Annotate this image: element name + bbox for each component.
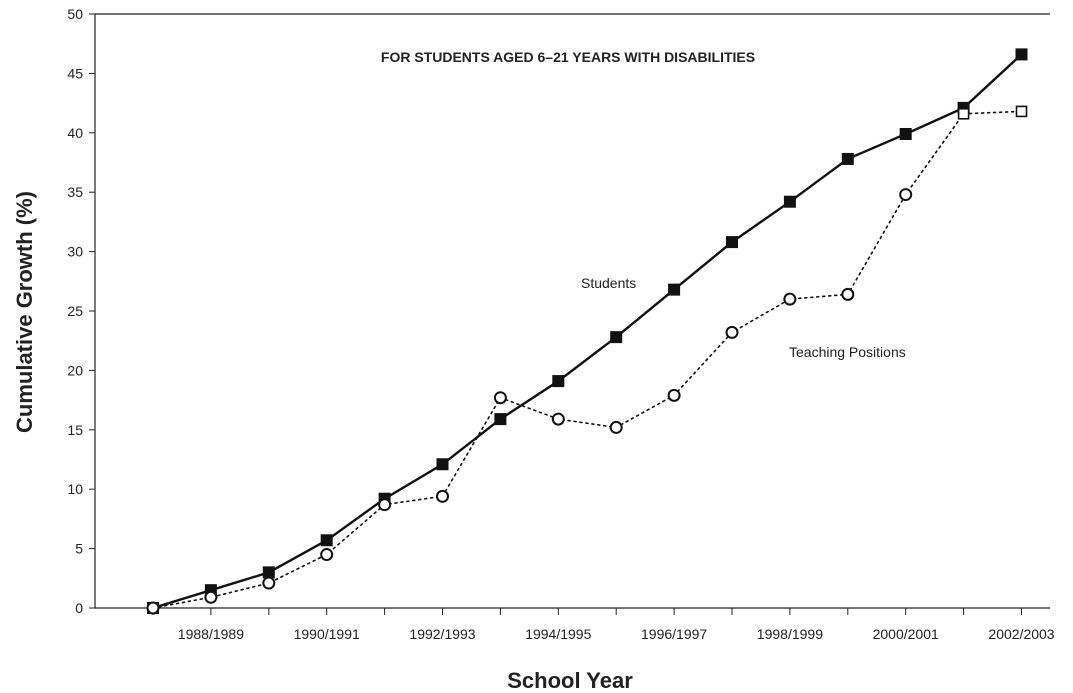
teaching-positions-point [841, 287, 855, 301]
y-tick-label: 35 [67, 184, 83, 200]
x-tick-label: 1998/1999 [757, 626, 823, 642]
y-tick-label: 25 [67, 303, 83, 319]
teaching-positions-annotation: Teaching Positions [789, 344, 906, 360]
students-point [668, 283, 681, 296]
y-tick-label: 45 [67, 65, 83, 81]
teaching-positions-point [378, 498, 392, 512]
teaching-positions-point [493, 391, 507, 405]
students-point [726, 236, 738, 249]
students-point [552, 375, 565, 388]
y-tick-label: 40 [67, 125, 83, 141]
x-tick-label: 1992/1993 [409, 626, 475, 642]
teaching-positions-point [725, 325, 739, 339]
x-axis-title: School Year [507, 668, 633, 693]
teaching-positions-point [204, 590, 218, 604]
students-point [494, 413, 507, 426]
students-line [152, 53, 1023, 610]
y-tick-label: 15 [67, 422, 83, 438]
teaching-positions-point [551, 412, 565, 426]
students-point [841, 152, 854, 165]
teaching-positions-point [899, 188, 913, 202]
teaching-positions-point [1015, 105, 1028, 118]
teaching-positions-point [667, 388, 681, 402]
y-axis-title: Cumulative Growth (%) [12, 191, 37, 433]
teaching-positions-point [783, 292, 797, 306]
y-tick-label: 20 [67, 362, 83, 378]
teaching-positions-point [320, 548, 334, 562]
teaching-positions-line [152, 110, 1023, 609]
x-tick-label: 2000/2001 [873, 626, 939, 642]
x-tick-label: 1988/1989 [178, 626, 244, 642]
students-point [320, 534, 333, 547]
y-tick-label: 0 [75, 600, 83, 616]
x-tick-label: 1990/1991 [294, 626, 360, 642]
teaching-positions-point [609, 420, 623, 434]
students-annotation: Students [581, 275, 636, 291]
y-tick-label: 50 [67, 6, 83, 22]
teaching-positions-point [262, 576, 276, 590]
y-tick-label: 30 [67, 244, 83, 260]
y-tick-label: 5 [75, 541, 83, 557]
students-point [436, 458, 449, 471]
students-point [610, 331, 623, 344]
teaching-positions-point [436, 489, 449, 503]
x-tick-label: 1996/1997 [641, 626, 707, 642]
students-point [262, 566, 275, 579]
students-point [899, 127, 912, 140]
students-point [1015, 48, 1028, 61]
students-point [783, 195, 796, 208]
teaching-positions-point [146, 601, 160, 615]
y-tick-label: 10 [67, 481, 83, 497]
x-tick-label: 1994/1995 [525, 626, 591, 642]
teaching-positions-point [957, 107, 970, 120]
chart-title: FOR STUDENTS AGED 6–21 YEARS WITH DISABI… [381, 49, 755, 65]
x-tick-label: 2002/2003 [988, 626, 1054, 642]
